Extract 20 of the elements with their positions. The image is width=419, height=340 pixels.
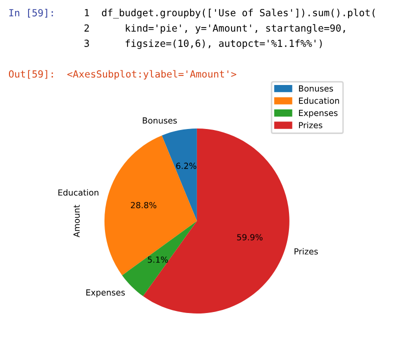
text: 2 kind='pie', y='Amount', startangle=90, [84,24,345,34]
data-label: 5.1% [148,256,168,263]
slice-label: Education [58,189,98,196]
pie-slice [104,135,197,276]
data-label: 6.2% [176,162,196,169]
slice-label: Prizes [294,248,318,255]
text: Amount [74,204,80,238]
text: Out[59]: <AxesSubplot:ylabel='Amount'> [8,70,236,80]
text: In [59]: [9,8,53,18]
legend-label: Bonuses [299,85,334,92]
slice-label: Bonuses [142,117,177,124]
legend-label: Prizes [299,122,322,128]
pie-slice [162,128,197,221]
data-label: 59.9% [237,234,263,240]
slice-label: Expenses [86,289,125,298]
data-label: 28.8% [130,202,156,208]
legend-label: Expenses [299,110,338,118]
text: 1 df_budget.groupby(['Use of Sales']).sum().plot( [84,8,375,18]
legend-label: Education [299,97,339,104]
text: 3 figsize=(10,6), autopct='%1.1f%%') [84,39,322,49]
